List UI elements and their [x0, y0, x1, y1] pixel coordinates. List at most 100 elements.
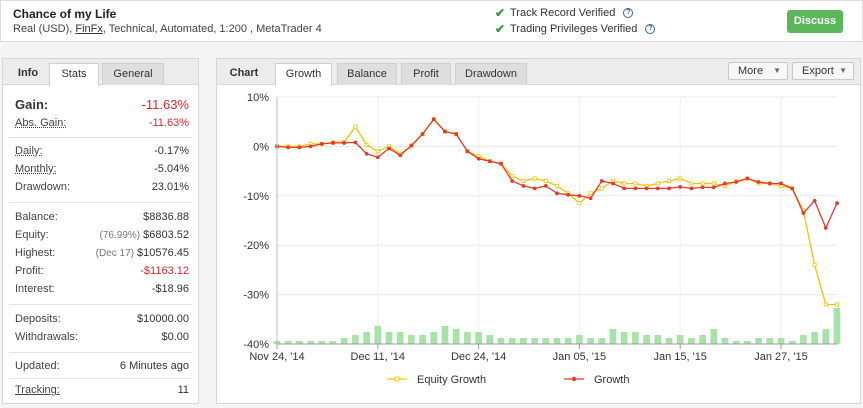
growth-point [700, 185, 705, 190]
help-icon[interactable]: ? [645, 24, 656, 34]
equity-growth-point [543, 178, 548, 183]
tab-balance[interactable]: Balance [337, 63, 397, 85]
info-panel: Info Stats General Gain: -11.63% Abs. Ga… [2, 58, 199, 404]
balance-value: $8836.88 [143, 211, 189, 223]
growth-point [767, 181, 772, 186]
x-tick-label: Dec 24, '14 [451, 351, 506, 363]
check-icon: ✔ [495, 6, 506, 20]
account-subtitle: Real (USD), FinFx, Technical, Automated,… [13, 23, 322, 35]
volume-bar [340, 338, 348, 344]
legend-label: Equity Growth [417, 374, 486, 386]
more-dropdown[interactable]: More ▼ [728, 62, 788, 80]
x-tick-label: Jan 27, '15 [754, 351, 807, 363]
abs-gain-label[interactable]: Abs. Gain: [15, 117, 67, 129]
interest-label: Interest: [15, 283, 55, 295]
growth-point [476, 156, 481, 161]
volume-bar [788, 341, 796, 344]
equity-growth-point [532, 176, 537, 181]
growth-point [286, 145, 291, 150]
track-record-verified: ✔ Track Record Verified ? [495, 6, 634, 20]
volume-bar [688, 338, 695, 344]
profit-row: Profit: -$1163.12 [15, 263, 189, 279]
tab-drawdown[interactable]: Drawdown [455, 63, 527, 85]
tab-general[interactable]: General [102, 63, 164, 85]
highest-note: (Dec 17) [95, 248, 134, 259]
growth-point [756, 180, 761, 184]
growth-point [521, 184, 526, 188]
updated-label: Updated: [15, 360, 60, 372]
equity-growth-point [510, 174, 515, 179]
profit-label: Profit: [15, 265, 44, 277]
equity-growth-point [655, 181, 660, 186]
equity-growth-point [835, 302, 840, 307]
equity-growth-point [554, 183, 559, 188]
y-tick-label: -20% [243, 240, 269, 252]
volume-bar [352, 335, 359, 344]
y-tick-label: 0% [253, 141, 269, 153]
growth-point [398, 153, 403, 158]
x-tick-label: Dec 11, '14 [351, 351, 405, 363]
y-tick-label: -30% [243, 290, 269, 302]
legend-label: Growth [594, 374, 629, 386]
tab-info[interactable]: Info [17, 67, 39, 79]
volume-bar [385, 332, 393, 344]
help-icon[interactable]: ? [623, 8, 634, 18]
growth-point [331, 141, 335, 145]
tracking-value: 11 [177, 384, 189, 396]
legend-marker [394, 376, 400, 382]
check-icon: ✔ [495, 22, 506, 36]
caret-down-icon: ▼ [839, 66, 847, 75]
equity-growth-point [689, 181, 694, 186]
volume-bar [710, 329, 718, 344]
discuss-button[interactable]: Discuss [787, 10, 843, 33]
highest-label: Highest: [15, 247, 56, 259]
gain-row: Gain: -11.63% [15, 95, 189, 113]
tab-stats[interactable]: Stats [49, 63, 99, 86]
broker-link[interactable]: FinFx [75, 23, 103, 35]
account-type: Real (USD), [13, 23, 76, 35]
info-tabs: Info Stats General [3, 59, 198, 86]
export-dropdown[interactable]: Export ▼ [792, 62, 854, 80]
equity-growth-point [666, 178, 671, 183]
volume-bar [732, 341, 740, 344]
x-tick-label: Nov 24, '14 [249, 351, 304, 363]
growth-point [611, 181, 615, 186]
volume-bar [632, 332, 639, 344]
growth-point [678, 185, 683, 189]
tab-profit[interactable]: Profit [401, 63, 451, 85]
chart-legend: Equity Growth Growth [387, 374, 629, 386]
equity-growth-point [364, 142, 369, 147]
daily-label[interactable]: Daily: [15, 145, 43, 157]
trading-privileges-verified: ✔ Trading Privileges Verified ? [495, 22, 656, 36]
growth-point [532, 186, 537, 191]
tracking-row: Tracking: 11 [15, 382, 189, 398]
monthly-label[interactable]: Monthly: [15, 163, 57, 175]
volume-bar [777, 338, 785, 344]
deposits-row: Deposits: $10000.00 [15, 311, 189, 327]
equity-growth-point [599, 186, 604, 191]
equity-growth-point [678, 176, 683, 181]
volume-bar [452, 329, 460, 344]
growth-point [420, 132, 425, 136]
growth-point [667, 186, 671, 191]
volume-bar [486, 335, 494, 344]
trading-privileges-label: Trading Privileges Verified [510, 23, 638, 35]
volume-bar [699, 335, 706, 344]
tracking-link[interactable]: Tracking: [15, 384, 60, 396]
chart-label: Chart [229, 67, 259, 79]
legend-marker [571, 376, 577, 382]
equity-growth-point [622, 181, 627, 186]
updated-value: 6 Minutes ago [119, 360, 189, 372]
volume-bar [598, 338, 606, 344]
growth-point [812, 198, 817, 203]
growth-point [577, 193, 582, 198]
growth-point [375, 155, 380, 160]
growth-point [443, 129, 447, 134]
volume-bar [822, 329, 830, 344]
deposits-value: $10000.00 [137, 313, 189, 325]
volume-bar [744, 341, 751, 344]
tab-growth[interactable]: Growth [275, 63, 332, 86]
volume-bar [721, 338, 729, 344]
daily-row: Daily: -0.17% [15, 143, 189, 159]
growth-point [454, 132, 459, 136]
